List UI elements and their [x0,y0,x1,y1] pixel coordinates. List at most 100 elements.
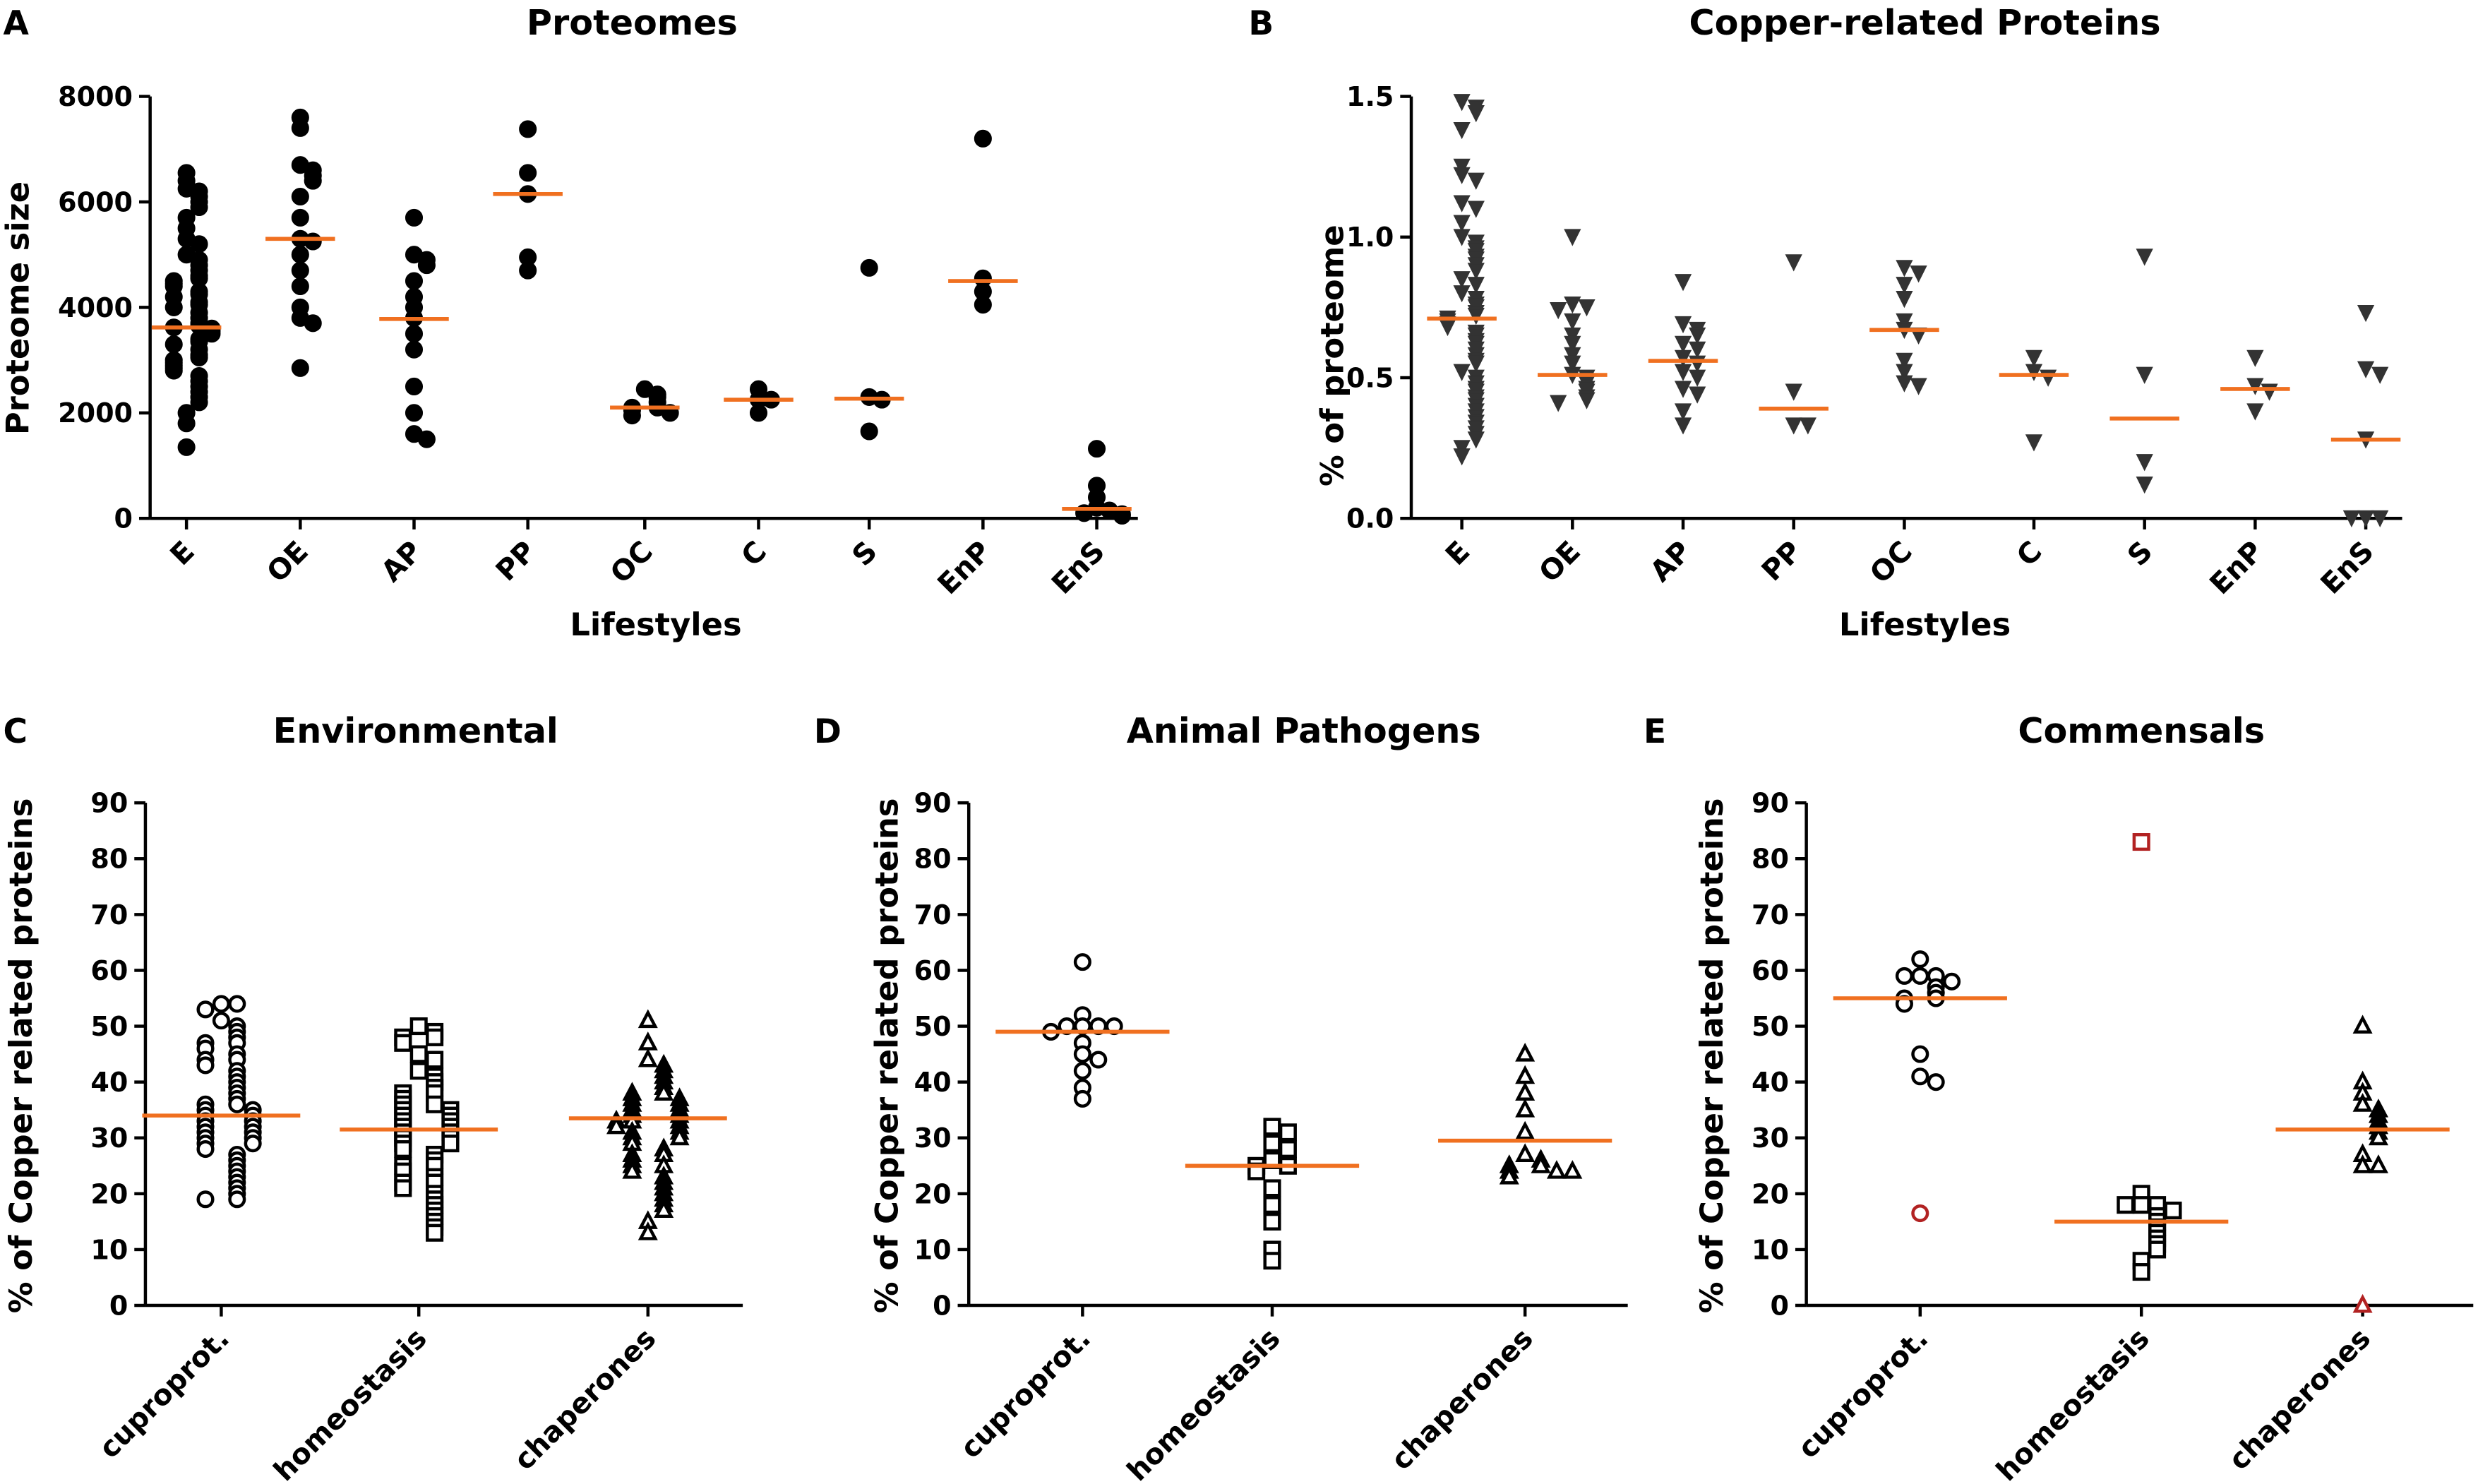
data-point [405,340,424,359]
y-tick-label: 8000 [58,81,133,112]
x-tick-label: chaperones [1384,1322,1539,1476]
data-point [1073,1045,1091,1063]
y-tick-label: 70 [1752,899,1789,931]
data-point [638,1009,658,1029]
data-point [1689,327,1706,345]
data-point [228,1190,246,1209]
data-point [1515,1042,1536,1062]
data-point [1689,369,1706,387]
data-point [1550,395,1567,412]
data-point [2132,1196,2150,1214]
data-point [1439,318,1456,337]
data-point [1467,105,1485,123]
data-point [2246,349,2264,367]
data-point [519,120,537,138]
x-tick-label: AP [1644,534,1697,588]
data-point [622,1160,642,1179]
data-point [190,348,208,366]
data-point [2371,510,2389,528]
y-axis-label: Proteome size [0,181,36,435]
data-point [1453,229,1471,246]
data-point [1515,1065,1536,1084]
data-point [1467,263,1485,280]
data-point [190,198,208,216]
data-point [1279,1123,1297,1142]
data-point [1895,967,1913,985]
x-tick-label: EnP [2203,534,2270,601]
data-point [1564,327,1581,345]
data-point [196,1056,215,1075]
data-point [1467,355,1485,373]
y-tick-label: 80 [914,844,952,875]
data-point [196,1190,215,1209]
x-tick-label: cuproprot. [92,1322,236,1465]
y-tick-label: 0.5 [1346,362,1394,393]
data-point [1515,1082,1536,1101]
data-point [2246,403,2264,421]
data-point [2352,1015,2373,1034]
data-point [1263,1252,1281,1270]
y-tick-label: 60 [914,955,952,986]
panel-letter: E [1644,712,1666,751]
y-tick-label: 10 [90,1234,128,1265]
data-point [196,1000,215,1019]
x-tick-label: E [1439,534,1476,572]
data-point [1674,364,1692,381]
data-point [164,361,183,380]
chart-title: Copper-related Proteins [1689,2,2161,43]
data-point [638,1031,658,1051]
data-point [860,258,878,277]
x-axis-label: Lifestyles [1839,606,2011,643]
data-point [2025,434,2043,452]
data-point [1073,1089,1091,1108]
data-point [1453,195,1471,213]
data-point [2261,383,2278,401]
data-point [2117,1196,2135,1214]
data-point [1263,1196,1281,1214]
x-tick-label: S [2121,534,2159,573]
data-point [177,414,196,433]
y-tick-label: 0 [1771,1290,1789,1321]
y-tick-label: 10 [914,1234,952,1265]
data-point [1263,1135,1281,1153]
data-point [1453,94,1471,112]
data-point [1263,1179,1281,1197]
data-point [164,335,183,354]
data-point [426,1223,444,1242]
data-point [1453,448,1471,466]
data-point [228,995,246,1013]
data-point [2164,1202,2182,1220]
data-point [1689,386,1706,404]
data-point [1453,158,1471,176]
data-point [2136,249,2153,266]
data-point [244,1135,262,1153]
y-tick-label: 90 [914,788,952,819]
data-point [1546,1160,1567,1179]
data-point [1453,121,1471,140]
x-tick-label: homeostasis [268,1322,433,1484]
y-axis-label: % of Copper related proteins [2,798,40,1313]
data-point [669,1126,690,1146]
data-point [2357,304,2375,323]
y-tick-label: 90 [1752,788,1789,819]
data-point [1785,417,1802,435]
data-point [426,1028,444,1046]
data-point [2136,477,2153,494]
data-point [2040,369,2057,387]
y-tick-label: 6000 [58,186,133,217]
x-tick-label: PP [1755,534,1808,587]
data-point [1515,1143,1536,1162]
data-point [190,235,208,253]
data-point [2136,366,2153,384]
data-point [1674,316,1692,334]
y-tick-label: 40 [1752,1067,1789,1098]
x-tick-label: chaperones [2222,1322,2377,1476]
y-tick-label: 1.0 [1346,222,1394,253]
y-tick-label: 90 [90,788,128,819]
panel-letter: A [3,4,29,43]
data-point [519,261,537,280]
x-tick-label: chaperones [508,1322,662,1476]
y-axis-label: % of Copper related proteins [1693,798,1730,1313]
data-point [1263,1118,1281,1136]
data-point [394,1140,412,1159]
